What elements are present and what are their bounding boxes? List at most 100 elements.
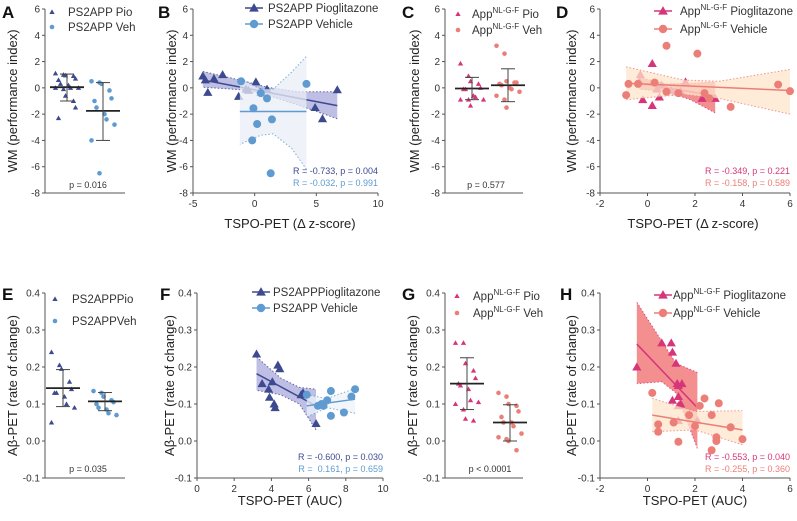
legend-superscript: NL-G-F	[493, 305, 520, 314]
legend-base: PS2APPPioglitazone	[273, 287, 380, 299]
panel-h: H 0.4 0.3 0.2 0.1 0.0 -0.1-2 0 2 4 6 Aβ-PET (rate o…	[560, 285, 793, 508]
data-point	[457, 382, 464, 388]
data-point	[96, 405, 101, 411]
y-tick-label: 6	[434, 5, 440, 16]
y-tick-label: -0.1	[578, 474, 596, 485]
correlation-stat: R = -0.255, p = 0.360	[705, 464, 790, 474]
data-point	[53, 390, 60, 395]
y-tick-label: 0.3	[26, 326, 40, 337]
data-point	[509, 86, 514, 92]
data-point	[452, 340, 459, 345]
data-point	[676, 399, 686, 408]
data-point	[648, 388, 657, 397]
data-point	[475, 399, 482, 405]
legend-superscript: NL-G-F	[693, 305, 720, 314]
data-point	[472, 94, 479, 100]
panel-a: A 6 4 2 0 -2 -4 -6 -8 WM (performance index) PS2AP…	[2, 3, 136, 200]
legend-marker	[454, 293, 460, 298]
y-tick-label: 0.1	[581, 400, 595, 411]
panel-label: H	[560, 285, 572, 304]
x-tick-label: 0	[194, 484, 200, 495]
y-tick-label: -8	[31, 189, 40, 200]
y-tick-label: 0.1	[26, 400, 40, 411]
x-tick-label: 6	[787, 484, 793, 495]
x-axis-title: TSPO-PET (AUC)	[643, 493, 748, 508]
legend-base: PS2APP Pio	[68, 7, 132, 19]
y-tick-label: 0.2	[178, 363, 192, 374]
data-point	[707, 446, 716, 455]
legend-marker	[52, 296, 58, 301]
data-point	[707, 411, 716, 420]
x-tick-label: 6	[306, 484, 312, 495]
data-point	[695, 401, 704, 410]
legend-base: PS2APP Veh	[68, 22, 136, 34]
data-point	[63, 401, 70, 406]
x-tick-label: 4	[740, 199, 746, 210]
data-point	[249, 104, 258, 113]
series-pioglitazone	[50, 70, 84, 121]
data-point	[517, 89, 522, 95]
data-point	[700, 89, 709, 98]
legend-entry: AppNL-G-F Vehicle	[673, 305, 760, 320]
y-tick-label: -6	[431, 162, 440, 173]
data-point	[494, 93, 499, 99]
data-point	[237, 77, 246, 86]
data-point	[55, 77, 62, 82]
y-tick-label: 0.2	[581, 363, 595, 374]
y-tick-label: -2	[586, 110, 595, 121]
data-point	[671, 358, 681, 367]
data-point	[326, 411, 335, 420]
data-point	[667, 395, 678, 404]
data-point	[638, 95, 648, 104]
data-point	[674, 437, 683, 446]
data-point	[467, 397, 474, 403]
legend-superscript: NL-G-F	[492, 6, 519, 15]
data-point	[666, 338, 676, 347]
correlation-stat: R = -0.349, p = 0.221	[705, 166, 790, 176]
x-tick-label: -2	[596, 484, 605, 495]
y-axis-title: Aβ-PET (rate of change)	[162, 315, 177, 456]
data-point	[302, 79, 311, 88]
data-point	[104, 117, 109, 122]
data-point	[504, 394, 509, 399]
series-pioglitazone	[450, 340, 484, 423]
y-tick-label: 2	[182, 57, 188, 68]
y-tick-label: -8	[179, 189, 188, 200]
y-tick-label: 4	[182, 31, 188, 42]
y-tick-label: 0.0	[26, 437, 40, 448]
y-tick-label: 0	[34, 83, 40, 94]
y-tick-label: 6	[182, 5, 188, 16]
data-point	[519, 431, 524, 436]
data-point	[514, 80, 519, 85]
panel-e: E 0.4 0.3 0.2 0.1 0.0 -0.1 Aβ-PET (rate of chan…	[2, 285, 137, 485]
x-tick-label: 0	[645, 484, 651, 495]
data-point	[270, 403, 280, 412]
data-point	[89, 78, 94, 84]
y-axis-title: Aβ-PET (rate of change)	[5, 315, 20, 456]
data-point	[470, 368, 477, 373]
data-point	[712, 437, 721, 445]
data-point	[57, 81, 64, 86]
correlation-stat: R = -0.600, p = 0.030	[298, 452, 383, 462]
y-tick-label: -2	[179, 110, 188, 121]
x-tick-label: 2	[231, 484, 237, 495]
legend-base: PS2APPVeh	[72, 316, 137, 328]
data-point	[351, 385, 360, 394]
legend-superscript: NL-G-F	[700, 21, 727, 30]
legend-suffix: Vehicle	[720, 308, 760, 320]
data-point	[691, 422, 699, 431]
legend-base: PS2APP Pioglitazone	[268, 3, 378, 15]
y-tick-label: 0.3	[581, 326, 595, 337]
legend-marker	[658, 24, 668, 34]
data-point	[674, 89, 683, 98]
legend-entry: PS2APP Pioglitazone	[268, 3, 378, 15]
y-tick-label: 4	[434, 31, 440, 42]
y-axis-title: WM (performance index)	[564, 29, 579, 172]
data-point	[112, 122, 117, 127]
y-tick-label: 4	[589, 31, 595, 42]
data-point	[251, 77, 261, 86]
data-point	[89, 138, 94, 143]
x-tick-label: 5	[314, 199, 320, 210]
legend-marker	[454, 310, 460, 316]
data-point	[339, 408, 348, 417]
